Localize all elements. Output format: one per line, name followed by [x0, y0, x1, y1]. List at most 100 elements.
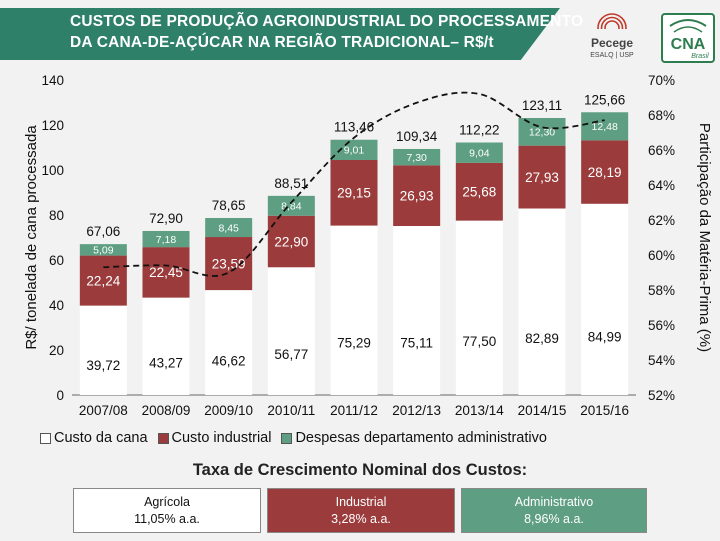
- category-label: 2008/09: [142, 403, 191, 418]
- y-right-tick-label: 60%: [648, 248, 675, 263]
- segment-label-admin: 8,45: [218, 222, 239, 234]
- bar-segment-cana: [142, 297, 190, 395]
- y-axis-left-label: R$/ tonelada de cana processada: [23, 125, 40, 350]
- y-right-tick-label: 70%: [648, 73, 675, 88]
- growth-name-agricola: Agrícola: [144, 495, 190, 509]
- growth-box-industrial: Industrial 3,28% a.a.: [267, 488, 455, 533]
- segment-label-cana: 75,11: [400, 336, 433, 351]
- bar-segment-cana: [79, 305, 127, 395]
- y-right-tick-label: 64%: [648, 178, 675, 193]
- segment-label-industrial: 28,19: [588, 165, 622, 180]
- segment-label-cana: 84,99: [588, 329, 622, 344]
- bar-segment-admin: [455, 142, 503, 163]
- pecege-logo: Pecege ESALQ | USP: [590, 13, 634, 59]
- total-label: 123,11: [522, 98, 562, 113]
- raw-material-share-line: [103, 91, 605, 277]
- y-left-tick-label: 120: [41, 118, 64, 133]
- bar-segment-industrial: [393, 165, 441, 227]
- bar-segment-industrial: [79, 255, 127, 306]
- y-right-tick-label: 66%: [648, 143, 675, 158]
- pecege-logo-text: Pecege: [591, 36, 633, 50]
- segment-label-admin: 12,48: [592, 121, 618, 133]
- total-label: 112,22: [459, 123, 499, 138]
- category-label: 2012/13: [392, 403, 441, 418]
- segment-label-cana: 46,62: [212, 354, 246, 369]
- y-right-tick-label: 54%: [648, 353, 675, 368]
- category-label: 2015/16: [580, 403, 629, 418]
- segment-label-industrial: 23,59: [212, 256, 246, 271]
- growth-value-agricola: 11,05% a.a.: [134, 512, 200, 526]
- segment-label-admin: 5,09: [93, 245, 114, 257]
- category-label: 2011/12: [330, 403, 378, 418]
- segment-label-industrial: 27,93: [525, 170, 559, 185]
- growth-name-industrial: Industrial: [335, 495, 387, 509]
- legend-label-industrial: Custo industrial: [171, 430, 272, 446]
- bar-segment-admin: [330, 139, 378, 161]
- bar-segment-admin: [205, 218, 253, 238]
- legend-label-cana: Custo da cana: [54, 430, 148, 446]
- segment-label-cana: 56,77: [274, 347, 308, 362]
- bar-segment-admin: [142, 230, 190, 248]
- cna-logo-subtext: Brasil: [691, 53, 709, 60]
- segment-label-industrial: 29,15: [337, 186, 371, 201]
- segment-label-industrial: 22,24: [86, 273, 120, 288]
- bar-segment-cana: [205, 290, 253, 395]
- bar-segment-cana: [455, 220, 503, 395]
- y-right-tick-label: 62%: [648, 213, 675, 228]
- y-right-tick-label: 58%: [648, 283, 675, 298]
- bar-segment-cana: [393, 226, 441, 395]
- bar-segment-cana: [518, 208, 566, 395]
- cost-chart: R$/ tonelada de cana processada Particip…: [23, 73, 713, 418]
- bar-segment-cana: [330, 225, 378, 395]
- bar-segment-cana: [581, 203, 629, 395]
- legend-swatch-industrial: [157, 432, 169, 444]
- segment-label-cana: 77,50: [462, 334, 496, 349]
- y-left-tick-label: 20: [49, 343, 64, 358]
- growth-value-industrial: 3,28% a.a.: [331, 512, 391, 526]
- category-label: 2010/11: [267, 403, 315, 418]
- bar-segment-industrial: [581, 140, 629, 204]
- y-left-tick-label: 140: [41, 73, 64, 88]
- bar-segment-industrial: [518, 145, 566, 209]
- segment-label-admin: 7,30: [406, 152, 427, 164]
- segment-labels: 39,72 22,24 5,09 43,27 22,45 7,18 46,62 23,59 8,…: [86, 121, 621, 373]
- growth-name-administrativo: Administrativo: [514, 495, 594, 509]
- segment-label-industrial: 25,68: [462, 185, 496, 200]
- y-axis-left-ticks: 0 20 40 60 80 100 120 140: [41, 73, 64, 403]
- bar-segment-admin: [267, 195, 315, 216]
- total-label: 125,66: [584, 92, 625, 107]
- bar-segment-admin: [518, 117, 566, 146]
- category-label: 2007/08: [79, 403, 128, 418]
- total-label: 78,65: [212, 198, 246, 213]
- total-label: 88,51: [274, 176, 308, 191]
- bar-segment-admin: [79, 244, 127, 256]
- bar-segment-admin: [393, 148, 441, 166]
- header: CUSTOS DE PRODUÇÃO AGROINDUSTRIAL DO PRO…: [0, 0, 720, 68]
- category-label: 2014/15: [518, 403, 567, 418]
- title-line-2: DA CANA-DE-AÇÚCAR NA REGIÃO TRADICIONAL–…: [70, 34, 494, 51]
- total-label: 72,90: [149, 211, 183, 226]
- bar-segment-industrial: [205, 237, 253, 291]
- page-title: CUSTOS DE PRODUÇÃO AGROINDUSTRIAL DO PRO…: [70, 11, 583, 53]
- bar-segment-industrial: [330, 160, 378, 226]
- pecege-logo-subtext: ESALQ | USP: [590, 52, 634, 59]
- bar-segment-cana: [267, 267, 315, 395]
- bar-groups: [79, 112, 629, 395]
- bar-segment-admin: [581, 112, 629, 141]
- legend-item-industrial: Custo industrial: [157, 428, 272, 448]
- title-line-1: CUSTOS DE PRODUÇÃO AGROINDUSTRIAL DO PRO…: [70, 13, 584, 30]
- y-right-tick-label: 56%: [648, 318, 675, 333]
- total-labels: 67,06 72,90 78,65 88,51 113,46 109,34 112,22 12…: [86, 92, 625, 239]
- y-left-tick-label: 100: [41, 163, 64, 178]
- bar-segment-industrial: [455, 162, 503, 221]
- total-label: 67,06: [86, 224, 120, 239]
- growth-title: Taxa de Crescimento Nominal dos Custos:: [192, 461, 528, 479]
- total-label: 109,34: [396, 129, 438, 144]
- chart-legend: Custo da cana Custo industrial Despesas …: [40, 428, 720, 448]
- segment-label-admin: 9,01: [344, 145, 365, 157]
- category-label: 2009/10: [204, 403, 253, 418]
- segment-label-cana: 43,27: [149, 356, 183, 371]
- title-banner: [0, 8, 560, 60]
- segment-label-admin: 12,30: [529, 127, 555, 139]
- segment-label-admin: 9,04: [469, 147, 490, 159]
